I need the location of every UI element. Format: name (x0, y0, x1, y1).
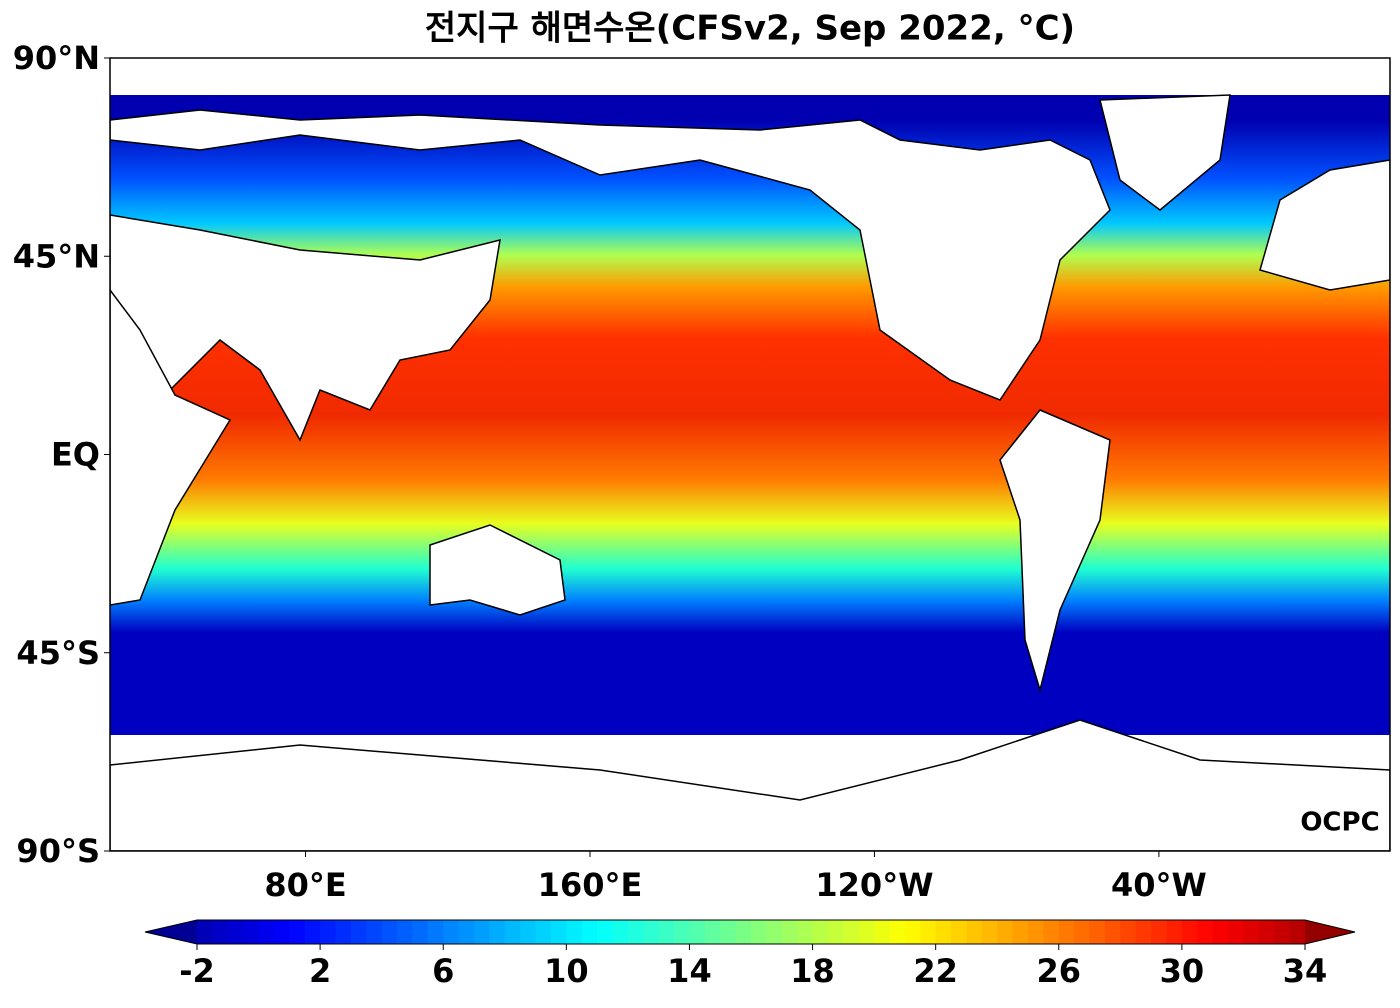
colorbar-cell (827, 920, 844, 944)
colorbar-cell (889, 920, 906, 944)
colorbar-cell (858, 920, 875, 944)
colorbar-cell (366, 920, 383, 944)
colorbar-cell (1181, 920, 1198, 944)
colorbar-tick-label: 30 (1160, 952, 1205, 990)
colorbar-cell (1197, 920, 1214, 944)
colorbar-cell (751, 920, 767, 944)
colorbar-cell (1151, 920, 1168, 944)
colorbar-cell (1120, 920, 1137, 944)
colorbar-cell (1258, 920, 1275, 944)
colorbar-cell (781, 920, 798, 944)
lat-tick-label: 45°N (13, 237, 100, 275)
colorbar-tick-label: 14 (667, 952, 712, 990)
colorbar-tick-label: 10 (544, 952, 589, 990)
colorbar-cell (1274, 920, 1291, 944)
colorbar-tick-label: 34 (1283, 952, 1328, 990)
sst-field (110, 95, 1390, 735)
colorbar-cell (674, 920, 691, 944)
colorbar-cell (1166, 920, 1183, 944)
colorbar-cell (550, 920, 567, 944)
lat-tick-label: EQ (51, 436, 100, 474)
colorbar-cell (766, 920, 783, 944)
colorbar-tick-label: -2 (179, 952, 215, 990)
colorbar-cell (951, 920, 968, 944)
colorbar-cell (1135, 920, 1152, 944)
title: 전지구 해면수온(CFSv2, Sep 2022, °C) (425, 9, 1075, 49)
colorbar-cell (289, 920, 306, 944)
colorbar-cell (735, 920, 752, 944)
colorbar-cell (704, 920, 721, 944)
colorbar-cell (643, 920, 660, 944)
colorbar-cell (1104, 920, 1121, 944)
colorbar-cell (1028, 920, 1044, 944)
colorbar-cell (720, 920, 737, 944)
colorbar-cell (258, 920, 275, 944)
logo: OCPC (1300, 808, 1379, 838)
colorbar-cell (689, 920, 706, 944)
colorbar-cell (935, 920, 952, 944)
colorbar-cell (812, 920, 829, 944)
colorbar-cell (1012, 920, 1029, 944)
colorbar-cell (304, 920, 321, 944)
colorbar-tick-label: 26 (1037, 952, 1082, 990)
lon-tick-label: 160°E (538, 866, 643, 904)
colorbar-cell (535, 920, 552, 944)
colorbar-cell (273, 920, 290, 944)
colorbar-cell (227, 920, 244, 944)
lon-tick-label: 120°W (815, 866, 933, 904)
colorbar-cell (1228, 920, 1245, 944)
colorbar-cell (197, 920, 213, 944)
colorbar-cell (1243, 920, 1260, 944)
colorbar-cell (489, 920, 506, 944)
colorbar-cell (1089, 920, 1106, 944)
colorbar-cell (474, 920, 490, 944)
colorbar-cell (1058, 920, 1075, 944)
colorbar-cell (1289, 920, 1306, 944)
colorbar-cell (843, 920, 860, 944)
colorbar-tick-label: 2 (309, 952, 331, 990)
colorbar-cell (520, 920, 537, 944)
colorbar-cell (458, 920, 475, 944)
colorbar-cell (581, 920, 598, 944)
colorbar-cell (1043, 920, 1060, 944)
colorbar-cell (335, 920, 352, 944)
colorbar-cell (381, 920, 398, 944)
lat-tick-label: 45°S (16, 634, 100, 672)
colorbar-cell (904, 920, 921, 944)
colorbar-cell (612, 920, 629, 944)
colorbar-cell (874, 920, 891, 944)
colorbar-tick-label: 6 (432, 952, 454, 990)
colorbar-cell (350, 920, 367, 944)
colorbar-cell (997, 920, 1014, 944)
colorbar-tick-label: 18 (790, 952, 835, 990)
map-field (110, 58, 1390, 851)
colorbar-cell (397, 920, 414, 944)
lon-tick-label: 40°W (1111, 866, 1207, 904)
colorbar-cell (504, 920, 521, 944)
colorbar-cell (412, 920, 429, 944)
colorbar-cell (1212, 920, 1229, 944)
colorbar-cell (981, 920, 998, 944)
colorbar-tick-label: 22 (913, 952, 958, 990)
colorbar-extend-high (1305, 920, 1355, 944)
lat-tick-label: 90°S (16, 832, 100, 870)
colorbar-cell (212, 920, 229, 944)
colorbar-cell (627, 920, 644, 944)
colorbar-extend-low (145, 920, 197, 944)
colorbar-cell (1074, 920, 1091, 944)
colorbar-cell (443, 920, 460, 944)
colorbar-cell (920, 920, 937, 944)
colorbar-cell (427, 920, 444, 944)
colorbar-cell (966, 920, 983, 944)
colorbar-cell (597, 920, 614, 944)
lon-tick-label: 80°E (264, 866, 346, 904)
colorbar-cell (320, 920, 337, 944)
lat-tick-label: 90°N (13, 39, 100, 77)
colorbar-cell (658, 920, 675, 944)
colorbar-cell (566, 920, 583, 944)
colorbar-cell (797, 920, 814, 944)
colorbar-cell (243, 920, 260, 944)
land (110, 94, 1390, 851)
